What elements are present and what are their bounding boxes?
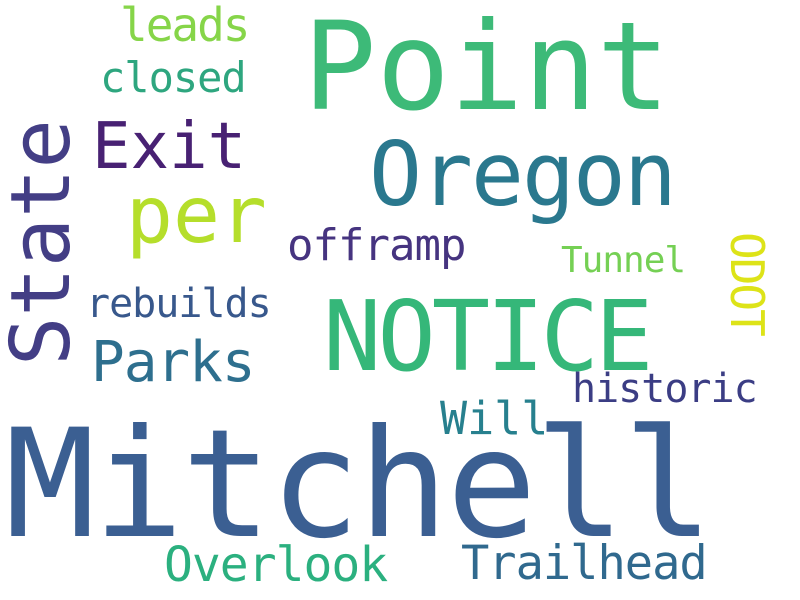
word-historic: historic [572, 366, 758, 412]
word-closed: closed [100, 53, 247, 102]
word-per: per [126, 171, 267, 261]
word-overlook: Overlook [164, 537, 388, 593]
word-exit: Exit [92, 110, 247, 184]
word-leads: leads [120, 0, 250, 52]
word-tunnel: Tunnel [561, 240, 686, 281]
word-offramp: offramp [287, 220, 466, 271]
word-oregon: Oregon [369, 123, 677, 226]
word-notice: NOTICE [323, 280, 653, 393]
word-mitchell: Mitchell [5, 398, 713, 572]
word-rebuilds: rebuilds [86, 281, 272, 327]
word-parks: Parks [91, 330, 256, 395]
word-odot: ODOT [720, 232, 774, 335]
word-state: State [0, 119, 89, 366]
word-point: Point [303, 0, 671, 138]
word-will: Will [440, 392, 549, 445]
word-trailhead: Trailhead [461, 536, 708, 591]
